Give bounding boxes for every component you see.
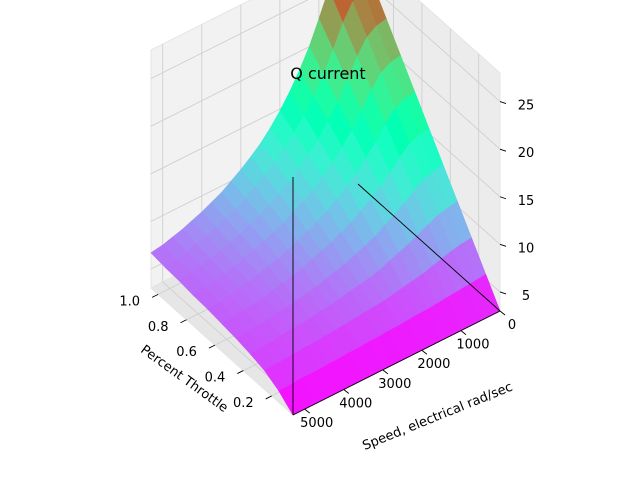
z-tick-label: 5 [522, 289, 530, 304]
x-tick-mark [343, 389, 350, 394]
y-axis-line [357, 183, 501, 312]
surface-mesh [150, 0, 501, 416]
y-tick-mark [265, 395, 272, 400]
z-tick-label: 25 [518, 99, 535, 114]
x-axis-line [292, 310, 501, 416]
x-tick-label: 4000 [339, 396, 372, 411]
y-tick-mark [151, 293, 159, 298]
z-tick-mark [499, 101, 507, 104]
z-tick-label: 15 [518, 194, 535, 209]
y-tick-mark [180, 319, 187, 324]
y-tick-label: 0.8 [148, 320, 169, 335]
z-tick-label: 20 [518, 146, 535, 161]
chart-title: Q current [290, 64, 365, 83]
tick-labels: 0 1000 2000 3000 4000 5000 0.2 0.4 0.6 0.8 1.0 5 10 1… [119, 99, 534, 432]
x-tick-mark [421, 349, 428, 355]
x-gridline [162, 44, 306, 410]
y-tick-label: 0.2 [233, 396, 254, 411]
x-tick-label: 3000 [378, 377, 411, 392]
y-tick-mark [237, 370, 244, 374]
x-tick-label: 2000 [417, 357, 450, 372]
x-tick-mark [460, 330, 467, 335]
x-tick-label: 5000 [300, 416, 333, 431]
z-tick-mark [499, 148, 507, 152]
y-tick-label: 1.0 [119, 294, 140, 309]
x-tick-mark [382, 369, 389, 375]
z-tick-label: 10 [518, 241, 535, 256]
y-tick-label: 0.6 [176, 345, 197, 360]
x-tick-label: 0 [508, 318, 516, 333]
axis-lines [292, 177, 501, 416]
x-tick-mark [499, 310, 506, 316]
y-tick-mark [208, 344, 216, 349]
z-tick-mark [499, 291, 507, 295]
y-tick-label: 0.4 [205, 371, 226, 386]
x-tick-label: 1000 [456, 338, 489, 353]
z-gridline [150, 0, 501, 102]
z-tick-mark [499, 196, 507, 200]
z-tick-mark [499, 243, 507, 247]
x-tick-mark [304, 408, 310, 414]
